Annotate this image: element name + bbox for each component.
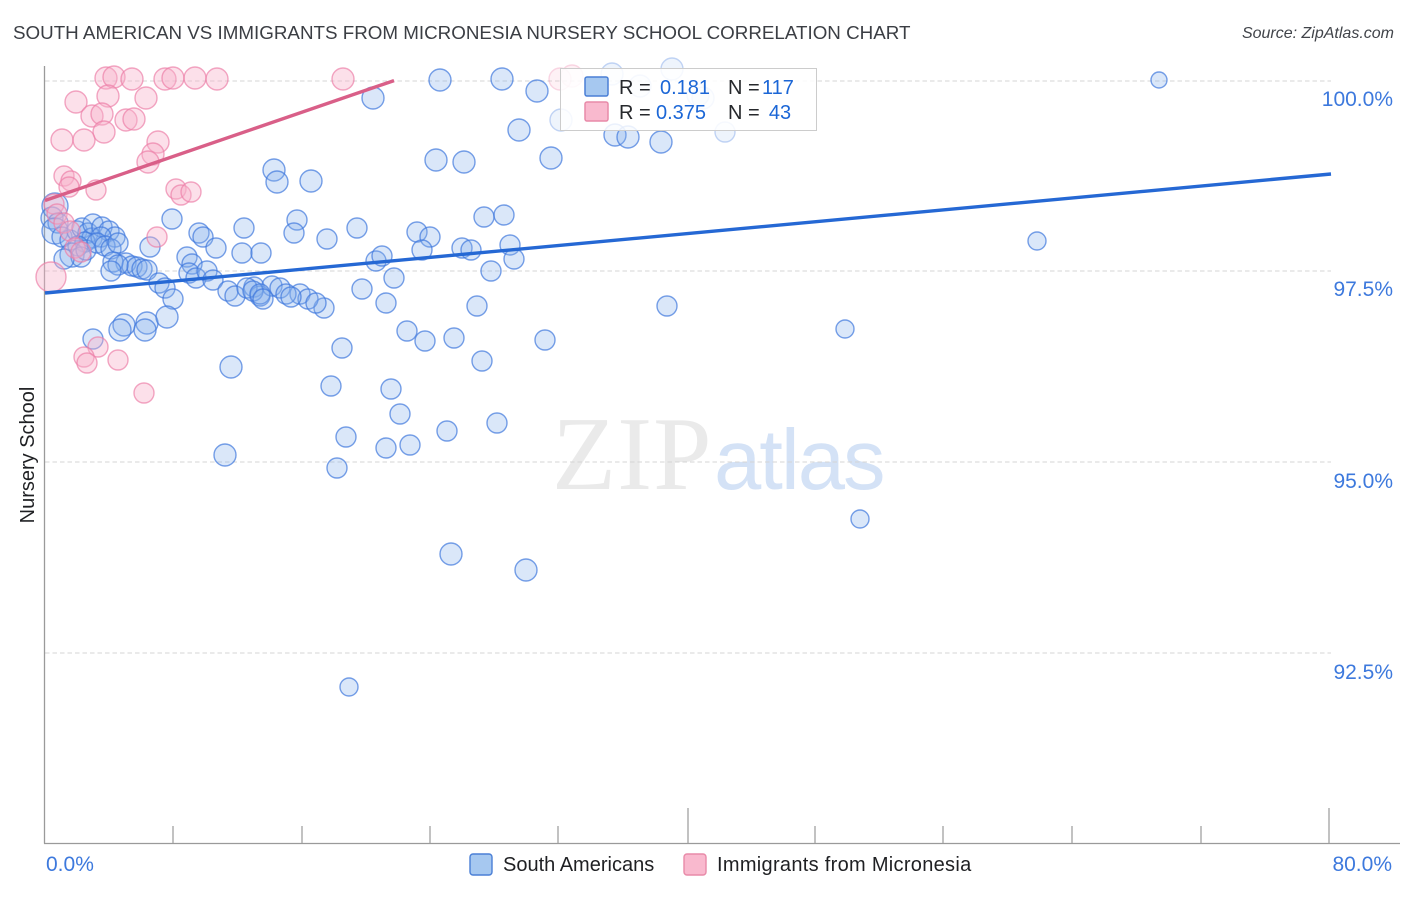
svg-text:South Americans: South Americans — [503, 854, 654, 876]
svg-text:N =: N = — [728, 102, 760, 124]
svg-text:R =: R = — [619, 77, 651, 99]
svg-text:atlas: atlas — [714, 413, 884, 508]
svg-text:117: 117 — [762, 77, 794, 99]
svg-text:0.181: 0.181 — [660, 77, 710, 99]
svg-text:80.0%: 80.0% — [1332, 853, 1392, 876]
svg-text:ZIP: ZIP — [552, 395, 713, 512]
svg-text:95.0%: 95.0% — [1333, 470, 1393, 493]
svg-text:0.0%: 0.0% — [46, 853, 94, 876]
svg-text:Source: ZipAtlas.com: Source: ZipAtlas.com — [1242, 25, 1394, 42]
svg-text:Immigrants from Micronesia: Immigrants from Micronesia — [717, 854, 972, 876]
svg-text:43: 43 — [769, 102, 791, 124]
svg-text:R =: R = — [619, 102, 651, 124]
svg-text:0.375: 0.375 — [656, 102, 706, 124]
svg-text:92.5%: 92.5% — [1333, 661, 1393, 684]
svg-text:N =: N = — [728, 77, 760, 99]
svg-text:SOUTH AMERICAN VS IMMIGRANTS F: SOUTH AMERICAN VS IMMIGRANTS FROM MICRON… — [13, 22, 911, 43]
svg-text:Nursery School: Nursery School — [17, 387, 39, 524]
svg-text:97.5%: 97.5% — [1333, 278, 1393, 301]
svg-text:100.0%: 100.0% — [1322, 88, 1393, 111]
